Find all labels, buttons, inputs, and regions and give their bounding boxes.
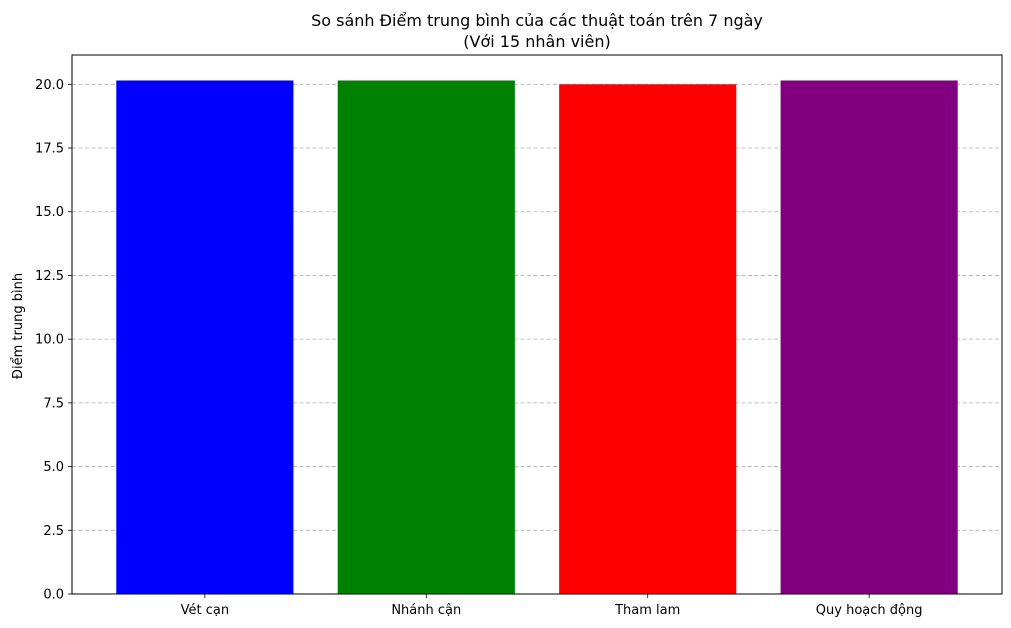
- chart-title: So sánh Điểm trung bình của các thuật to…: [311, 11, 763, 30]
- y-tick-label: 20.0: [35, 78, 64, 93]
- x-tick-label: Nhánh cận: [391, 603, 461, 618]
- bar: [559, 84, 737, 595]
- y-tick-label: 15.0: [35, 205, 64, 220]
- y-tick-label: 17.5: [35, 142, 64, 157]
- plot-frame: [71, 54, 1003, 595]
- y-tick-label: 12.5: [35, 269, 64, 284]
- x-tick-label: Tham lam: [614, 603, 680, 618]
- bar: [116, 80, 294, 595]
- x-axis-ticks: Vét cạn Nhánh cận Tham lam Quy hoạch động: [181, 594, 923, 618]
- y-tick-label: 2.5: [43, 524, 64, 539]
- x-tick-label: Vét cạn: [181, 603, 229, 618]
- y-axis-ticks: 0.0 2.5 5.0 7.5 10.0 12.5 15.0 17.5 20.0: [35, 78, 72, 603]
- y-tick-label: 10.0: [35, 333, 64, 348]
- y-tick-label: 5.0: [43, 460, 64, 475]
- y-axis-label: Điểm trung bình: [11, 273, 26, 379]
- y-tick-label: 0.0: [43, 588, 64, 603]
- bars: [116, 80, 958, 595]
- bar: [337, 80, 515, 595]
- bar: [780, 80, 958, 595]
- y-tick-label: 7.5: [43, 396, 64, 411]
- chart-subtitle: (Với 15 nhân viên): [463, 32, 610, 51]
- x-tick-label: Quy hoạch động: [816, 603, 923, 618]
